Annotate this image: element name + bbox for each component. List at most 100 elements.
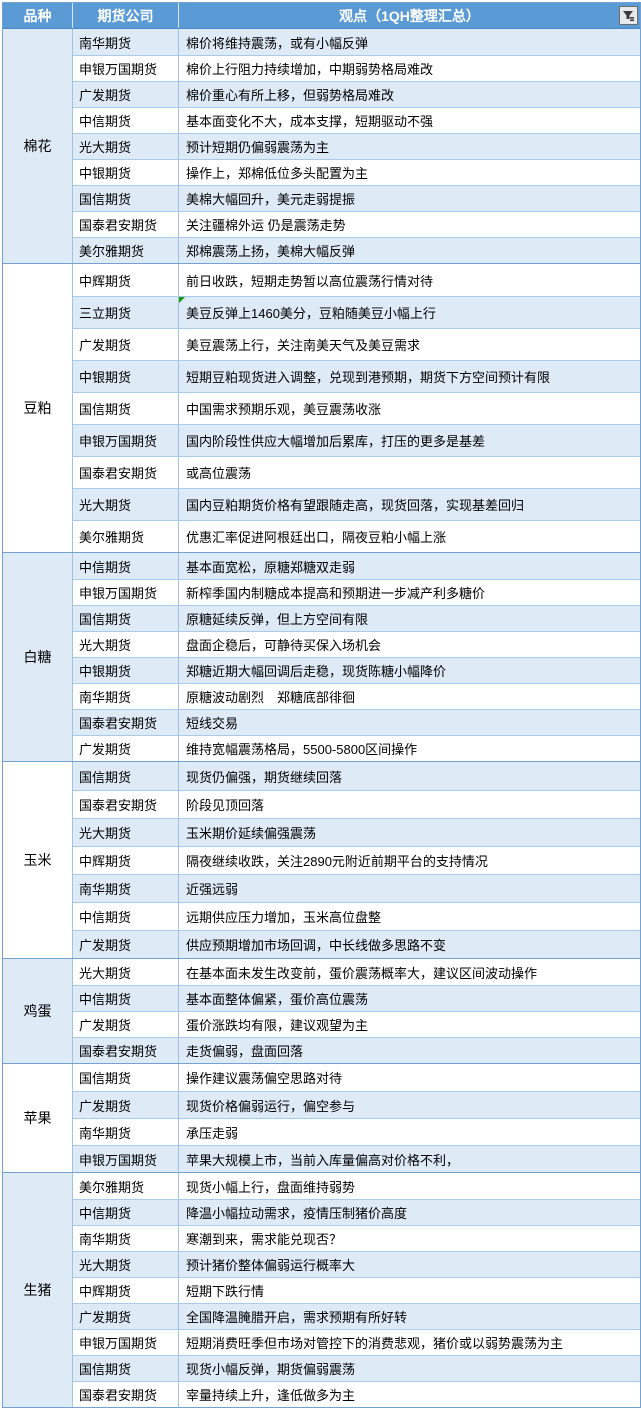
cell-viewpoint[interactable]: 远期供应压力增加，玉米高位盘整 [179, 903, 640, 930]
cell-company[interactable]: 南华期货 [73, 1119, 179, 1145]
cell-viewpoint[interactable]: 阶段见顶回落 [179, 791, 640, 818]
cell-company[interactable]: 申银万国期货 [73, 1146, 179, 1172]
cell-viewpoint[interactable]: 现货仍偏强，期货继续回落 [179, 762, 640, 790]
cell-company[interactable]: 南华期货 [73, 875, 179, 902]
cell-viewpoint[interactable]: 棉价上行阻力持续增加，中期弱势格局难改 [179, 56, 640, 81]
cell-company[interactable]: 国信期货 [73, 393, 179, 424]
cell-viewpoint[interactable]: 现货价格偏弱运行，偏空参与 [179, 1092, 640, 1118]
cell-company[interactable]: 美尔雅期货 [73, 521, 179, 552]
cell-company[interactable]: 光大期货 [73, 134, 179, 159]
cell-viewpoint[interactable]: 原糖延续反弹，但上方空间有限 [179, 606, 640, 631]
cell-viewpoint[interactable]: 维持宽幅震荡格局，5500-5800区间操作 [179, 736, 640, 761]
cell-viewpoint[interactable]: 降温小幅拉动需求，疫情压制猪价高度 [179, 1200, 640, 1225]
cell-variety[interactable]: 豆粕 [3, 264, 73, 552]
cell-company[interactable]: 光大期货 [73, 632, 179, 657]
cell-company[interactable]: 南华期货 [73, 1226, 179, 1251]
cell-viewpoint[interactable]: 操作建议震荡偏空思路对待 [179, 1064, 640, 1091]
cell-viewpoint[interactable]: 短期消费旺季但市场对管控下的消费悲观，猪价或以弱势震荡为主 [179, 1330, 640, 1355]
cell-company[interactable]: 国泰君安期货 [73, 1382, 179, 1407]
cell-company[interactable]: 广发期货 [73, 1304, 179, 1329]
cell-viewpoint[interactable]: 全国降温腌腊开启，需求预期有所好转 [179, 1304, 640, 1329]
cell-viewpoint[interactable]: 走货偏弱，盘面回落 [179, 1038, 640, 1063]
cell-viewpoint[interactable]: 短线交易 [179, 710, 640, 735]
header-cell-viewpoint[interactable]: 观点（1QH整理汇总） [179, 3, 640, 28]
cell-viewpoint[interactable]: 前日收跌，短期走势暂以高位震荡行情对待 [179, 264, 640, 296]
header-cell-company[interactable]: 期货公司 [73, 3, 179, 28]
cell-company[interactable]: 南华期货 [73, 29, 179, 55]
cell-company[interactable]: 申银万国期货 [73, 56, 179, 81]
cell-company[interactable]: 广发期货 [73, 82, 179, 107]
cell-company[interactable]: 广发期货 [73, 1012, 179, 1037]
cell-variety[interactable]: 玉米 [3, 762, 73, 958]
cell-viewpoint[interactable]: 原糖波动剧烈 郑糖底部徘徊 [179, 684, 640, 709]
cell-company[interactable]: 申银万国期货 [73, 580, 179, 605]
cell-viewpoint[interactable]: 或高位震荡 [179, 457, 640, 488]
cell-viewpoint[interactable]: 基本面整体偏紧，蛋价高位震荡 [179, 986, 640, 1011]
cell-company[interactable]: 中银期货 [73, 361, 179, 392]
cell-viewpoint[interactable]: 关注疆棉外运 仍是震荡走势 [179, 212, 640, 237]
cell-viewpoint[interactable]: 现货小幅反弹，期货偏弱震荡 [179, 1356, 640, 1381]
cell-company[interactable]: 光大期货 [73, 959, 179, 985]
cell-viewpoint[interactable]: 美豆反弹上1460美分，豆粕随美豆小幅上行 [179, 297, 640, 328]
cell-company[interactable]: 国信期货 [73, 1064, 179, 1091]
cell-company[interactable]: 申银万国期货 [73, 425, 179, 456]
cell-company[interactable]: 广发期货 [73, 931, 179, 958]
cell-viewpoint[interactable]: 玉米期价延续偏强震荡 [179, 819, 640, 846]
cell-company[interactable]: 南华期货 [73, 684, 179, 709]
cell-company[interactable]: 光大期货 [73, 819, 179, 846]
cell-viewpoint[interactable]: 预计猪价整体偏弱运行概率大 [179, 1252, 640, 1277]
cell-company[interactable]: 中银期货 [73, 658, 179, 683]
cell-company[interactable]: 广发期货 [73, 329, 179, 360]
cell-viewpoint[interactable]: 苹果大规模上市，当前入库量偏高对价格不利， [179, 1146, 640, 1172]
cell-company[interactable]: 国信期货 [73, 762, 179, 790]
cell-viewpoint[interactable]: 在基本面未发生改变前，蛋价震荡概率大，建议区间波动操作 [179, 959, 640, 985]
cell-viewpoint[interactable]: 美豆震荡上行，关注南美天气及美豆需求 [179, 329, 640, 360]
cell-viewpoint[interactable]: 郑棉震荡上扬，美棉大幅反弹 [179, 238, 640, 263]
cell-variety[interactable]: 鸡蛋 [3, 959, 73, 1063]
cell-company[interactable]: 国泰君安期货 [73, 212, 179, 237]
cell-company[interactable]: 美尔雅期货 [73, 1173, 179, 1199]
cell-viewpoint[interactable]: 美棉大幅回升，美元走弱提振 [179, 186, 640, 211]
cell-viewpoint[interactable]: 承压走弱 [179, 1119, 640, 1145]
cell-company[interactable]: 广发期货 [73, 1092, 179, 1118]
cell-viewpoint[interactable]: 预计短期仍偏弱震荡为主 [179, 134, 640, 159]
cell-viewpoint[interactable]: 中国需求预期乐观，美豆震荡收涨 [179, 393, 640, 424]
cell-company[interactable]: 中信期货 [73, 553, 179, 579]
cell-viewpoint[interactable]: 棉价将维持震荡，或有小幅反弹 [179, 29, 640, 55]
cell-viewpoint[interactable]: 隔夜继续收跌，关注2890元附近前期平台的支持情况 [179, 847, 640, 874]
cell-viewpoint[interactable]: 短期豆粕现货进入调整，兑现到港预期，期货下方空间预计有限 [179, 361, 640, 392]
cell-viewpoint[interactable]: 优惠汇率促进阿根廷出口，隔夜豆粕小幅上涨 [179, 521, 640, 552]
cell-company[interactable]: 中辉期货 [73, 847, 179, 874]
cell-company[interactable]: 三立期货 [73, 297, 179, 328]
cell-viewpoint[interactable]: 盘面企稳后，可静待买保入场机会 [179, 632, 640, 657]
cell-variety[interactable]: 生猪 [3, 1173, 73, 1407]
cell-company[interactable]: 国泰君安期货 [73, 457, 179, 488]
cell-viewpoint[interactable]: 寒潮到来，需求能兑现否？ [179, 1226, 640, 1251]
cell-viewpoint[interactable]: 基本面变化不大，成本支撑，短期驱动不强 [179, 108, 640, 133]
cell-company[interactable]: 中辉期货 [73, 1278, 179, 1303]
cell-viewpoint[interactable]: 郑糖近期大幅回调后走稳，现货陈糖小幅降价 [179, 658, 640, 683]
cell-company[interactable]: 中辉期货 [73, 264, 179, 296]
cell-company[interactable]: 光大期货 [73, 489, 179, 520]
cell-viewpoint[interactable]: 基本面宽松，原糖郑糖双走弱 [179, 553, 640, 579]
cell-viewpoint[interactable]: 供应预期增加市场回调，中长线做多思路不变 [179, 931, 640, 958]
cell-company[interactable]: 光大期货 [73, 1252, 179, 1277]
cell-company[interactable]: 国信期货 [73, 186, 179, 211]
cell-company[interactable]: 国泰君安期货 [73, 791, 179, 818]
cell-viewpoint[interactable]: 蛋价涨跌均有限，建议观望为主 [179, 1012, 640, 1037]
cell-viewpoint[interactable]: 棉价重心有所上移，但弱势格局难改 [179, 82, 640, 107]
cell-company[interactable]: 中信期货 [73, 1200, 179, 1225]
cell-variety[interactable]: 白糖 [3, 553, 73, 761]
cell-company[interactable]: 美尔雅期货 [73, 238, 179, 263]
cell-viewpoint[interactable]: 国内阶段性供应大幅增加后累库，打压的更多是基差 [179, 425, 640, 456]
cell-viewpoint[interactable]: 国内豆粕期货价格有望跟随走高，现货回落，实现基差回归 [179, 489, 640, 520]
cell-company[interactable]: 申银万国期货 [73, 1330, 179, 1355]
cell-viewpoint[interactable]: 近强远弱 [179, 875, 640, 902]
cell-company[interactable]: 国泰君安期货 [73, 1038, 179, 1063]
cell-variety[interactable]: 苹果 [3, 1064, 73, 1172]
cell-company[interactable]: 国信期货 [73, 606, 179, 631]
cell-viewpoint[interactable]: 宰量持续上升，逢低做多为主 [179, 1382, 640, 1407]
cell-variety[interactable]: 棉花 [3, 29, 73, 263]
cell-company[interactable]: 广发期货 [73, 736, 179, 761]
cell-viewpoint[interactable]: 新榨季国内制糖成本提高和预期进一步减产利多糖价 [179, 580, 640, 605]
